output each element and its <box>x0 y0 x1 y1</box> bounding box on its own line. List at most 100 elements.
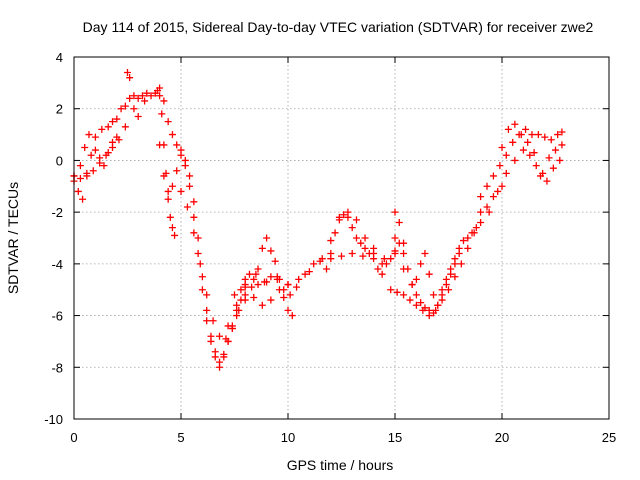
data-point <box>359 252 367 260</box>
data-point <box>438 286 446 294</box>
data-point <box>258 301 266 309</box>
data-point <box>517 131 525 139</box>
data-point <box>183 203 191 211</box>
data-point <box>190 229 198 237</box>
data-point <box>327 237 335 245</box>
data-point <box>186 172 194 180</box>
data-point <box>156 92 164 100</box>
data-points <box>70 69 566 371</box>
data-point <box>502 151 510 159</box>
data-point <box>102 151 110 159</box>
data-point <box>511 120 519 128</box>
data-point <box>254 281 262 289</box>
data-point <box>400 250 408 258</box>
data-point <box>100 162 108 170</box>
data-point <box>380 255 388 263</box>
data-point <box>138 92 146 100</box>
data-point <box>130 92 138 100</box>
data-point <box>502 169 510 177</box>
data-point <box>318 255 326 263</box>
data-point <box>141 97 149 105</box>
data-point <box>98 125 106 133</box>
data-point <box>109 144 117 151</box>
y-tick-label: -6 <box>51 309 63 324</box>
data-point <box>147 92 155 100</box>
data-point <box>357 239 365 247</box>
data-point <box>382 260 390 268</box>
data-point <box>464 244 472 252</box>
data-point <box>171 231 179 239</box>
data-point <box>472 224 480 232</box>
data-point <box>305 268 313 276</box>
data-point <box>370 255 378 263</box>
data-point <box>348 224 356 232</box>
data-point <box>447 270 455 278</box>
data-point <box>91 146 99 154</box>
data-point <box>166 213 174 221</box>
data-point <box>284 281 292 289</box>
chart-title: Day 114 of 2015, Sidereal Day-to-day VTE… <box>83 19 594 35</box>
y-tick-label: -4 <box>51 257 63 272</box>
data-point <box>457 260 465 268</box>
data-point <box>549 164 557 172</box>
data-point <box>425 270 433 278</box>
y-tick-label: 2 <box>56 102 63 117</box>
data-point <box>400 239 408 247</box>
data-point <box>537 172 545 180</box>
data-point <box>203 317 211 325</box>
data-point <box>198 286 206 294</box>
data-point <box>485 208 493 216</box>
data-point <box>186 182 194 190</box>
data-point <box>224 322 232 330</box>
data-point <box>477 193 485 201</box>
data-point <box>543 177 551 185</box>
data-point <box>216 363 224 371</box>
data-point <box>417 260 425 268</box>
y-tick-label: 0 <box>56 153 63 168</box>
data-point <box>275 275 283 283</box>
data-point <box>160 97 168 105</box>
data-point <box>483 203 491 211</box>
data-point <box>284 306 292 314</box>
data-point <box>417 299 425 307</box>
data-point <box>194 234 202 242</box>
data-point <box>248 283 256 291</box>
data-point <box>494 187 502 195</box>
data-point <box>378 270 386 278</box>
data-point <box>412 291 420 299</box>
data-point <box>76 162 84 170</box>
data-point <box>254 265 262 273</box>
data-point <box>464 234 472 242</box>
data-point <box>545 154 553 162</box>
data-point <box>400 291 408 299</box>
data-point <box>391 250 399 258</box>
data-point <box>352 234 360 242</box>
data-point <box>331 229 339 237</box>
data-point <box>421 250 429 258</box>
x-tick-label: 0 <box>70 430 77 445</box>
data-point <box>237 286 245 294</box>
data-point <box>241 281 249 289</box>
data-point <box>126 94 134 102</box>
data-point <box>79 195 87 203</box>
data-point <box>209 317 217 325</box>
data-point <box>395 218 403 226</box>
data-point <box>519 146 527 154</box>
plot-frame <box>73 56 610 420</box>
data-point <box>89 167 97 175</box>
data-point <box>419 306 427 314</box>
data-point <box>177 151 185 159</box>
data-point <box>430 291 438 299</box>
data-point <box>263 278 271 286</box>
data-point <box>370 244 378 252</box>
data-point <box>393 288 401 296</box>
data-point <box>203 306 211 314</box>
data-point <box>552 146 559 154</box>
data-point <box>327 250 335 258</box>
data-point <box>177 187 185 195</box>
data-point <box>91 133 99 141</box>
data-point <box>245 270 253 278</box>
data-point <box>271 257 279 265</box>
data-point <box>425 312 433 320</box>
data-point <box>190 198 198 206</box>
